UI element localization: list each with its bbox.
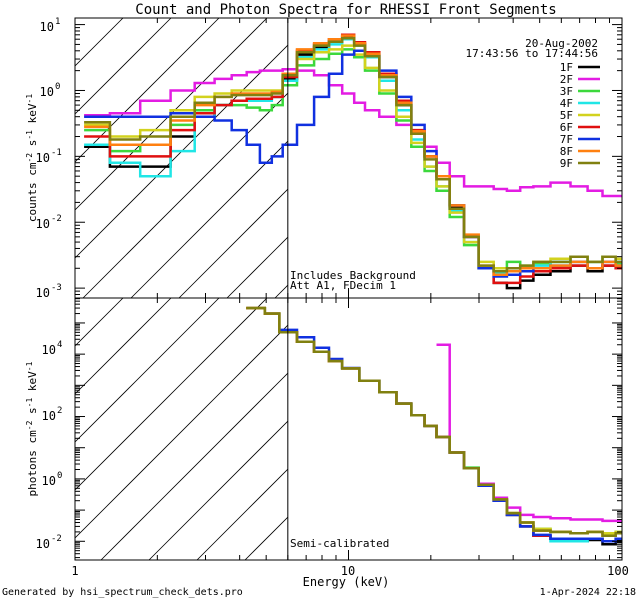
photons-y-tick-label: 10 (42, 474, 56, 488)
attenuator-note: Att A1, FDecim 1 (290, 279, 396, 292)
hatch-line (148, 420, 289, 560)
footer-timestamp: 1-Apr-2024 22:18 (540, 587, 636, 598)
date-label: 20-Aug-2002 (525, 37, 598, 50)
counts-y-tick-exp: -2 (51, 214, 62, 224)
legend-label: 2F (560, 73, 573, 86)
hatch-line (75, 298, 220, 443)
x-tick-label: 1 (71, 564, 78, 578)
hatch-line (75, 298, 124, 347)
series-line-9F (246, 306, 622, 538)
chart-title: Count and Photon Spectra for RHESSI Fron… (135, 2, 556, 18)
photons-y-tick-exp: 4 (57, 340, 62, 350)
hatch-line (226, 236, 289, 298)
photons-y-tick-label: 10 (42, 343, 56, 357)
photons-y-tick-label: 10 (36, 537, 50, 551)
hatch-line (100, 372, 289, 560)
photons-y-axis-title: photons cm-2 s-1 keV-1 (25, 361, 39, 496)
counts-y-tick-label: 10 (36, 286, 50, 300)
legend-label: 7F (560, 133, 573, 146)
series-line-9F (84, 37, 622, 273)
hatch-line (75, 18, 220, 163)
counts-y-axis-title: counts cm-2 s-1 keV-1 (25, 94, 39, 222)
counts-y-tick-labels: 10 1 10 0 10 -1 10 -2 10 -3 (36, 17, 62, 300)
counts-y-tick-exp: 0 (55, 82, 60, 92)
legend-label: 3F (560, 85, 573, 98)
background-note: Includes Background (290, 269, 416, 282)
photons-y-tick-exp: 2 (57, 406, 62, 416)
hatched-region-photons (75, 298, 289, 560)
x-tick-label: 100 (607, 564, 629, 578)
counts-y-tick-exp: -1 (51, 148, 62, 158)
series-line-3F (84, 48, 622, 273)
hatch-line (75, 298, 268, 491)
legend-label: 1F (560, 61, 573, 74)
photons-y-tick-exp: -2 (51, 534, 62, 544)
footer-generator: Generated by hsi_spectrum_check_dets.pro (2, 587, 243, 598)
series-line-2F (436, 343, 622, 523)
hatched-region-counts (75, 18, 289, 298)
series-line-6F (84, 33, 622, 285)
hatch-line (82, 92, 289, 298)
series-line-2F (84, 67, 622, 198)
hatch-line (75, 18, 124, 67)
x-tick-label: 10 (341, 564, 355, 578)
hatch-line (75, 298, 172, 395)
legend-label: 9F (560, 157, 573, 170)
legend-label: 4F (560, 97, 573, 110)
legend-label: 5F (560, 109, 573, 122)
counts-y-tick-label: 10 (40, 85, 54, 99)
hatch-line (75, 18, 172, 115)
counts-y-tick-label: 10 (36, 217, 50, 231)
photons-series-group (246, 306, 622, 546)
photons-y-tick-label: 10 (42, 409, 56, 423)
counts-y-tick-exp: 1 (55, 17, 60, 27)
photons-y-tick-exp: 0 (57, 471, 62, 481)
hatch-line (75, 324, 289, 539)
legend-label: 6F (560, 121, 573, 134)
series-line-7F (84, 49, 622, 278)
calibration-note: Semi-calibrated (290, 537, 389, 550)
hatch-line (274, 284, 289, 298)
counts-y-tick-label: 10 (40, 20, 54, 34)
x-axis-title: Energy (keV) (303, 575, 390, 589)
series-line-1F (84, 35, 622, 290)
hatch-line (244, 516, 289, 560)
time-range-label: 17:43:56 to 17:44:56 (466, 47, 598, 60)
counts-y-tick-exp: -3 (51, 283, 62, 293)
hatch-line (196, 468, 289, 560)
counts-series-group (84, 33, 622, 290)
counts-panel-frame (74, 17, 623, 299)
photons-y-tick-labels: 10 4 10 2 10 0 10 -2 (36, 340, 63, 551)
axis-ticks (74, 18, 623, 560)
legend-label: 8F (560, 145, 573, 158)
counts-y-tick-label: 10 (36, 151, 50, 165)
photons-panel-frame (74, 297, 623, 561)
hatch-line (178, 188, 289, 298)
hatch-line (130, 140, 289, 298)
